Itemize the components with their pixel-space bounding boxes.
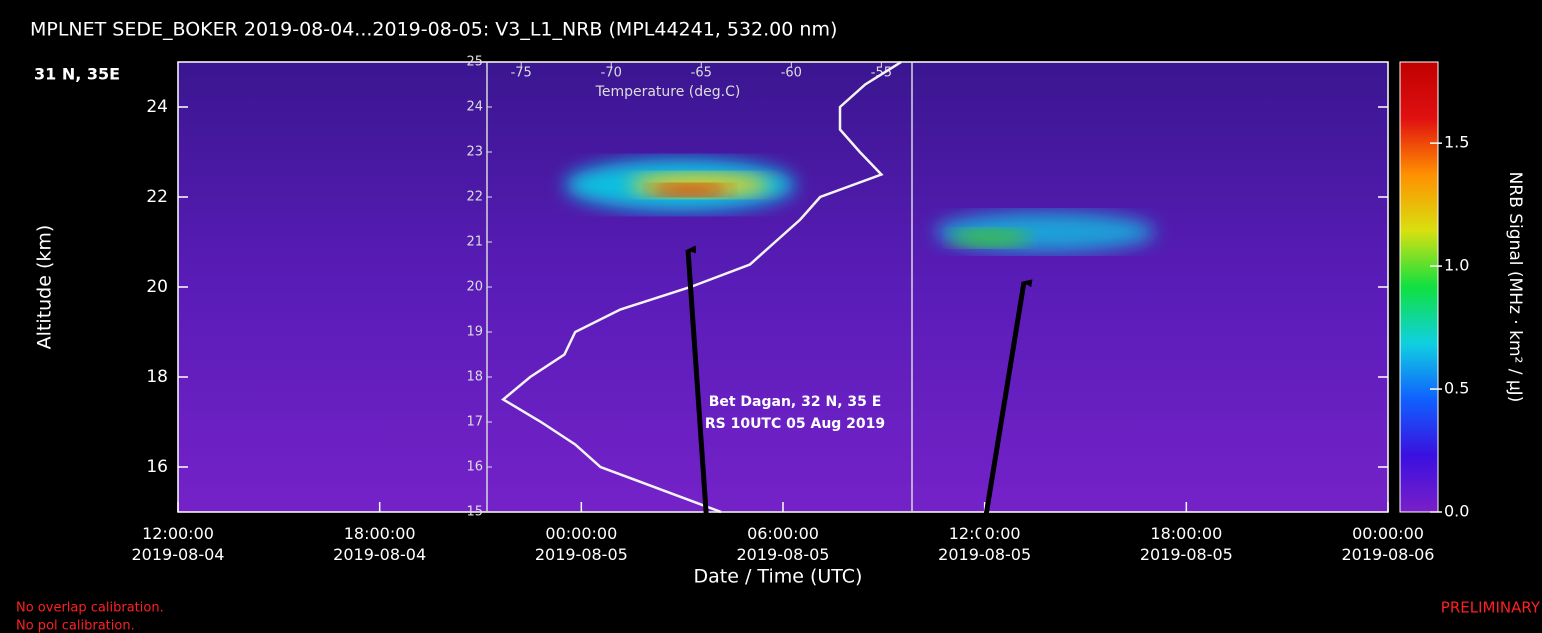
inset-y-tick-label: 20 bbox=[466, 280, 483, 295]
inset-x-axis-title: Temperature (deg.C) bbox=[595, 84, 741, 100]
inset-x-tick-label: -70 bbox=[601, 66, 622, 81]
curtain-background bbox=[178, 62, 1388, 512]
x-tick-label: 18:00:00 2019-08-04 bbox=[333, 524, 426, 564]
x-tick-label: 06:00:00 2019-08-05 bbox=[737, 524, 830, 564]
inset-x-tick-label: -60 bbox=[781, 66, 802, 81]
x-tick-label: 18:00:00 2019-08-05 bbox=[1140, 524, 1233, 564]
y-tick-label: 22 bbox=[146, 187, 168, 207]
inset-y-tick-label: 24 bbox=[466, 100, 483, 115]
x-tick-label: 00:00:00 2019-08-05 bbox=[535, 524, 628, 564]
noise-speckle bbox=[178, 62, 1388, 392]
colorbar-tick-label: 1.0 bbox=[1444, 256, 1469, 275]
colorbar-tick-label: 1.5 bbox=[1444, 133, 1469, 152]
colorbar-title: NRB Signal (MHz · km² / μJ) bbox=[1505, 172, 1525, 403]
arrow bbox=[685, 245, 711, 541]
colorbar-tick-label: 0.5 bbox=[1444, 379, 1469, 398]
inset-y-tick-label: 18 bbox=[466, 370, 483, 385]
inset-y-tick-label: 23 bbox=[466, 145, 483, 160]
inset-y-tick-label: 21 bbox=[466, 235, 483, 250]
inset-y-tick-label: 25 bbox=[466, 55, 483, 70]
inset-y-tick-label: 15 bbox=[466, 505, 483, 520]
y-tick-label: 16 bbox=[146, 457, 168, 477]
aerosol-layer-core bbox=[950, 229, 1030, 247]
x-axis-title: Date / Time (UTC) bbox=[694, 566, 863, 588]
inset-y-tick-label: 22 bbox=[466, 190, 483, 205]
inset-y-tick-label: 19 bbox=[466, 325, 483, 340]
inset-x-tick-label: -65 bbox=[691, 66, 712, 81]
y-tick-label: 20 bbox=[146, 277, 168, 297]
note: No overlap calibration. bbox=[16, 601, 164, 616]
inset-x-tick-label: -75 bbox=[511, 66, 532, 81]
temperature-profile bbox=[501, 60, 902, 514]
arrow bbox=[979, 279, 1033, 541]
note: No pol calibration. bbox=[16, 619, 135, 633]
inset-annotation: Bet Dagan, 32 N, 35 E bbox=[709, 394, 882, 410]
colorbar bbox=[1399, 61, 1439, 513]
y-axis-title: Altitude (km) bbox=[34, 225, 56, 350]
x-tick-label: 00:00:00 2019-08-06 bbox=[1342, 524, 1435, 564]
chart-title: MPLNET SEDE_BOKER 2019-08-04...2019-08-0… bbox=[30, 19, 837, 41]
y-tick-label: 24 bbox=[146, 97, 168, 117]
location-label: 31 N, 35E bbox=[34, 65, 120, 84]
inset-y-tick-label: 17 bbox=[466, 415, 483, 430]
colorbar-tick-label: 0.0 bbox=[1444, 502, 1469, 521]
preliminary-label: PRELIMINARY bbox=[1441, 599, 1541, 617]
y-tick-label: 18 bbox=[146, 367, 168, 387]
aerosol-layer-peak bbox=[650, 184, 730, 196]
x-tick-label: 12:00:00 2019-08-04 bbox=[132, 524, 225, 564]
inset-annotation: RS 10UTC 05 Aug 2019 bbox=[705, 416, 885, 432]
inset-y-tick-label: 16 bbox=[466, 460, 483, 475]
